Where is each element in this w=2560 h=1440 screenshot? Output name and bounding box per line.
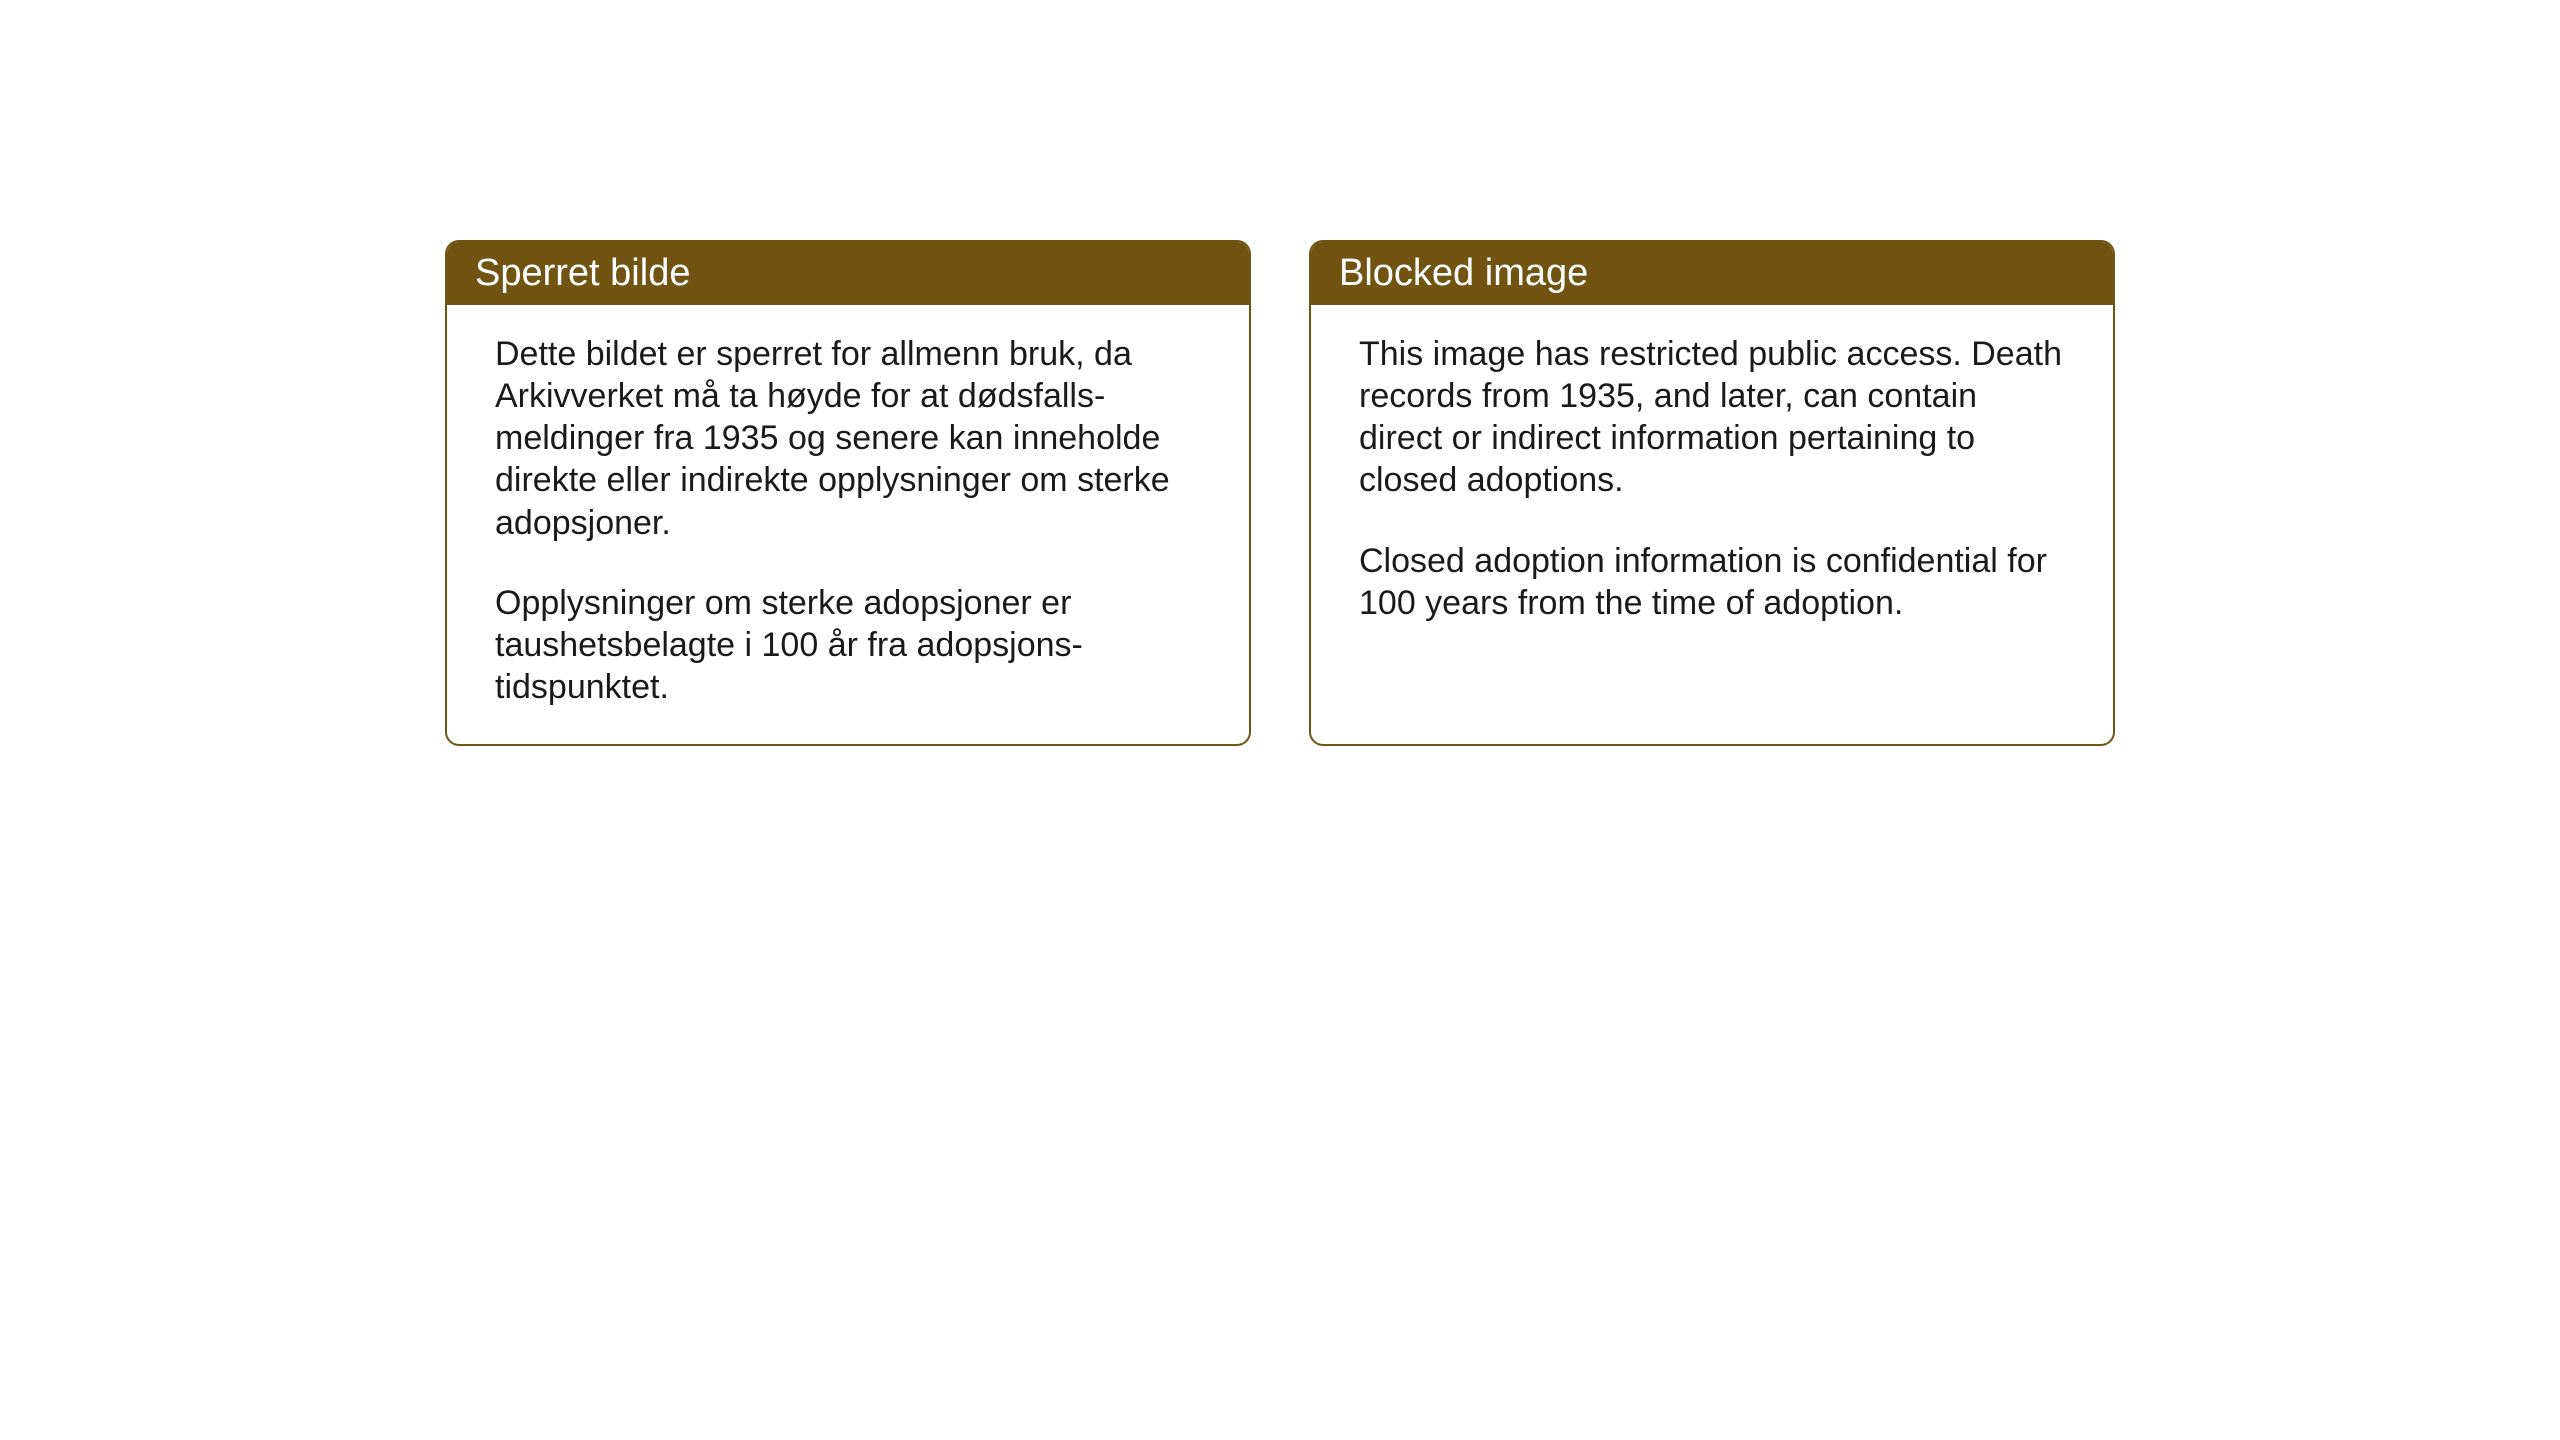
notice-paragraph-1-norwegian: Dette bildet er sperret for allmenn bruk… (495, 333, 1201, 544)
notices-container: Sperret bilde Dette bildet er sperret fo… (445, 240, 2115, 746)
notice-box-english: Blocked image This image has restricted … (1309, 240, 2115, 746)
notice-paragraph-2-english: Closed adoption information is confident… (1359, 540, 2065, 624)
notice-body-english: This image has restricted public access.… (1311, 305, 2113, 735)
notice-paragraph-2-norwegian: Opplysninger om sterke adopsjoner er tau… (495, 582, 1201, 708)
notice-box-norwegian: Sperret bilde Dette bildet er sperret fo… (445, 240, 1251, 746)
notice-header-english: Blocked image (1311, 242, 2113, 305)
notice-body-norwegian: Dette bildet er sperret for allmenn bruk… (447, 305, 1249, 744)
notice-paragraph-1-english: This image has restricted public access.… (1359, 333, 2065, 502)
notice-header-norwegian: Sperret bilde (447, 242, 1249, 305)
